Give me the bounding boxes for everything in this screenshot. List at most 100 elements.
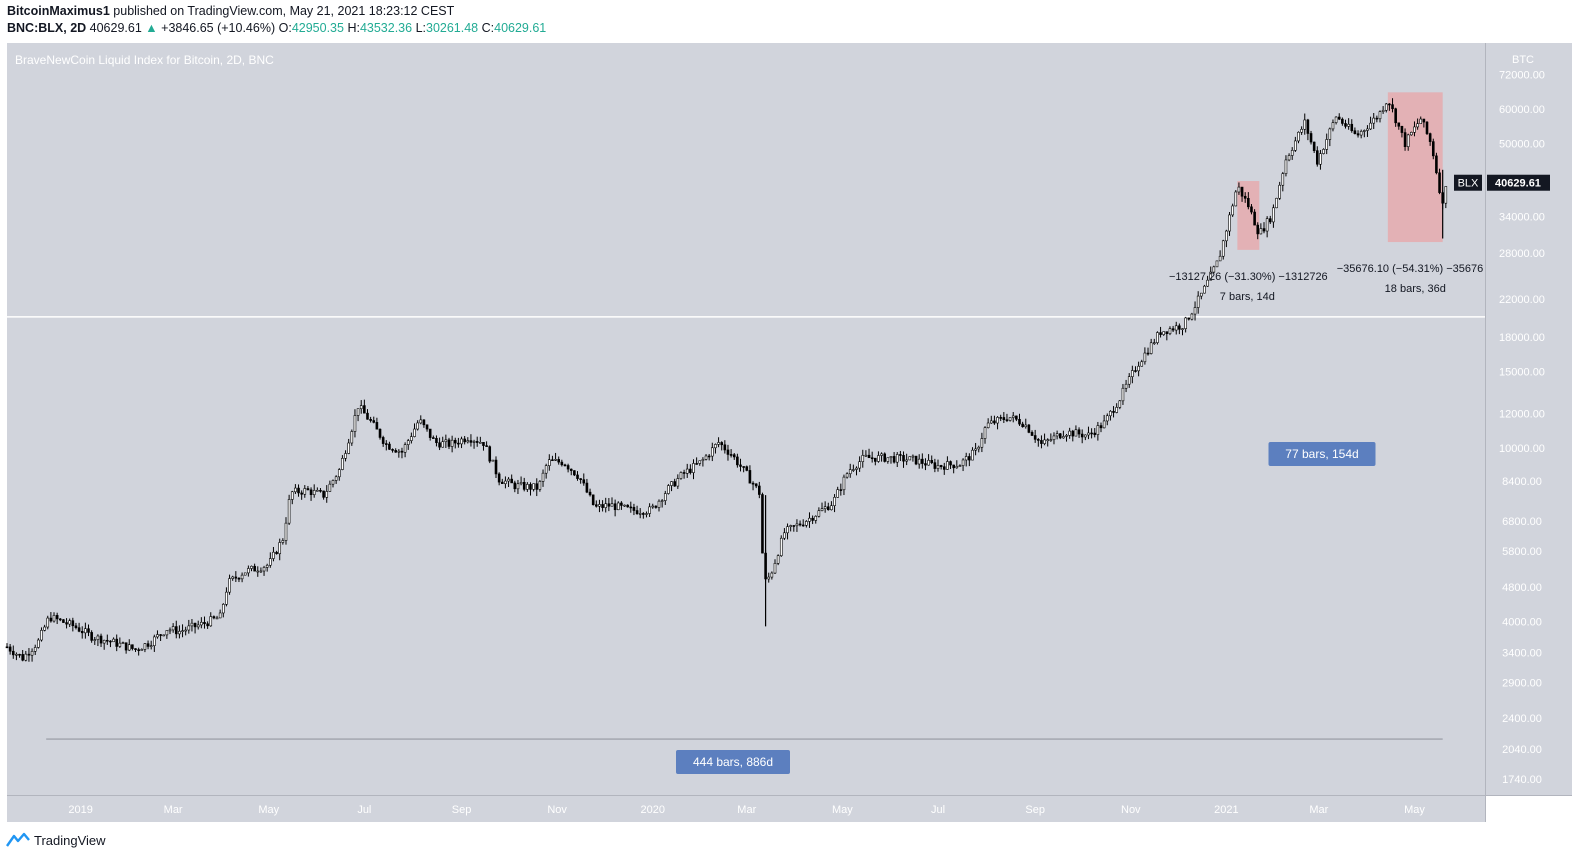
y-tick-label: 3400.00 (1502, 647, 1542, 659)
candle (256, 570, 260, 573)
candle (171, 626, 175, 631)
candle (1416, 123, 1419, 128)
candle (516, 483, 520, 490)
candle (742, 466, 745, 468)
date-range-label-box[interactable] (676, 750, 790, 774)
candle (309, 489, 313, 496)
candle (325, 491, 329, 498)
candle (1037, 439, 1040, 441)
candle (601, 504, 604, 508)
candle (607, 503, 611, 507)
y-tick-label: 2040.00 (1502, 744, 1542, 756)
candle (331, 480, 335, 485)
candle (1105, 415, 1109, 422)
time-axis[interactable] (7, 796, 1485, 822)
candle (874, 457, 877, 462)
candle (118, 642, 122, 647)
candle (779, 537, 783, 557)
candle (927, 460, 930, 466)
candle (1413, 126, 1416, 133)
candle (1438, 172, 1441, 193)
publish-info: BitcoinMaximus1 published on TradingView… (7, 4, 454, 18)
candle (497, 473, 501, 483)
bars-range-label-box[interactable] (1268, 442, 1376, 466)
currency-label: BTC (1512, 54, 1534, 66)
candle (410, 436, 413, 441)
candle (911, 455, 915, 458)
candle (566, 465, 570, 470)
candle (989, 420, 993, 424)
candle (770, 572, 774, 578)
candle (328, 483, 332, 492)
candle (215, 617, 219, 620)
candle (466, 440, 470, 443)
candle (363, 405, 366, 414)
candle (84, 628, 87, 634)
candle (1156, 332, 1159, 343)
candle (500, 481, 504, 484)
candle (839, 489, 843, 491)
date-range-label: 444 bars, 886d (693, 755, 773, 769)
candle (1375, 117, 1379, 120)
last-price-tag-label: 40629.61 (1495, 178, 1541, 190)
plot-area[interactable] (7, 43, 1485, 795)
candle (1268, 218, 1272, 223)
candle (1165, 331, 1169, 335)
candle (1068, 430, 1071, 436)
candle (1397, 122, 1401, 127)
candle (1187, 317, 1191, 320)
candle (21, 654, 24, 661)
candle (143, 643, 147, 650)
candle (193, 622, 197, 628)
candle (610, 503, 614, 507)
candle (209, 616, 213, 627)
candle (974, 448, 977, 451)
candle (519, 481, 523, 485)
y-tick-label: 12000.00 (1499, 409, 1545, 421)
candle (1168, 328, 1172, 335)
candle (880, 453, 883, 456)
x-tick-label: May (1404, 804, 1425, 816)
candle (1174, 325, 1178, 331)
close-value: 40629.61 (494, 21, 547, 35)
close-label: C: (481, 21, 495, 35)
candle (1388, 103, 1391, 106)
candle (1428, 133, 1432, 142)
candle (529, 484, 532, 490)
candle (115, 638, 119, 647)
tradingview-logo-icon[interactable] (6, 832, 30, 848)
author-name[interactable]: BitcoinMaximus1 (7, 4, 110, 18)
footer: TradingView (6, 832, 106, 848)
price-chart[interactable]: BraveNewCoin Liquid Index for Bitcoin, 2… (0, 0, 1580, 830)
candle (1015, 415, 1018, 420)
measure-box-1[interactable] (1237, 181, 1260, 250)
candle (68, 620, 71, 625)
candle (435, 438, 438, 444)
candle (823, 506, 827, 510)
candle (74, 625, 78, 628)
candle (49, 617, 53, 622)
candle (80, 631, 84, 634)
candle (5, 646, 9, 649)
candle (569, 468, 573, 471)
candle (347, 442, 350, 454)
candle (551, 459, 554, 462)
candle (272, 551, 275, 559)
candle (124, 642, 128, 651)
candle (1096, 425, 1100, 435)
candle (585, 482, 589, 493)
x-tick-label: Mar (1309, 804, 1328, 816)
low-value: 30261.48 (426, 21, 479, 35)
candle (1080, 433, 1084, 438)
candle (1419, 118, 1423, 124)
candle (971, 449, 974, 461)
price-axis[interactable] (1486, 43, 1572, 795)
candle (801, 524, 805, 527)
measure-box-2[interactable] (1387, 92, 1443, 243)
candle (488, 446, 492, 462)
ohlc-header: BNC:BLX, 2D 40629.61 ▲ +3846.65 (+10.46%… (7, 21, 546, 35)
candle (554, 459, 557, 461)
footer-brand[interactable]: TradingView (34, 832, 106, 848)
bars-range-label: 77 bars, 154d (1285, 447, 1358, 461)
candle (196, 624, 200, 628)
